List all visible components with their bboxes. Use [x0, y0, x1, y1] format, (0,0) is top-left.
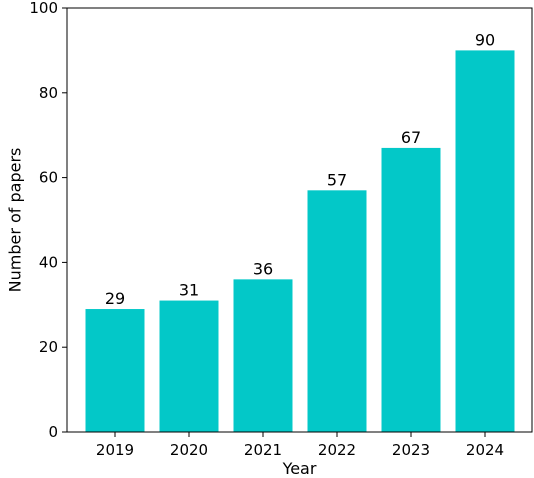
bar-2021 [233, 279, 293, 432]
bar-2020 [159, 300, 219, 432]
bar-2023 [381, 147, 441, 433]
data-label-2022: 57 [327, 170, 347, 189]
bar-2024 [455, 50, 515, 433]
bars-group [85, 50, 515, 433]
y-axis: 0 20 40 60 80 100 [29, 0, 67, 441]
data-label-2020: 31 [179, 281, 199, 300]
data-label-2021: 36 [253, 259, 273, 278]
y-tick-label-40: 40 [39, 253, 58, 271]
x-tick-label-2019: 2019 [96, 441, 134, 459]
x-tick-label-2021: 2021 [244, 441, 282, 459]
x-tick-label-2020: 2020 [170, 441, 208, 459]
plot-frame [66, 7, 533, 433]
y-tick-label-20: 20 [39, 338, 58, 356]
data-labels-group: 29 31 36 57 67 90 [105, 30, 495, 308]
x-tick-label-2022: 2022 [318, 441, 356, 459]
y-tick-label-60: 60 [39, 169, 58, 187]
y-tick-label-0: 0 [48, 423, 58, 441]
x-tick-label-2024: 2024 [466, 441, 504, 459]
y-tick-label-100: 100 [29, 0, 58, 17]
data-label-2024: 90 [475, 30, 495, 49]
data-label-2019: 29 [105, 289, 125, 308]
bar-2022 [307, 190, 367, 432]
y-tick-label-80: 80 [39, 84, 58, 102]
x-tick-label-2023: 2023 [392, 441, 430, 459]
x-axis-title: Year [282, 459, 317, 478]
data-label-2023: 67 [401, 128, 421, 147]
x-axis: 2019 2020 2021 2022 2023 2024 [96, 432, 504, 459]
bar-2019 [85, 309, 145, 432]
y-axis-title: Number of papers [6, 148, 25, 293]
